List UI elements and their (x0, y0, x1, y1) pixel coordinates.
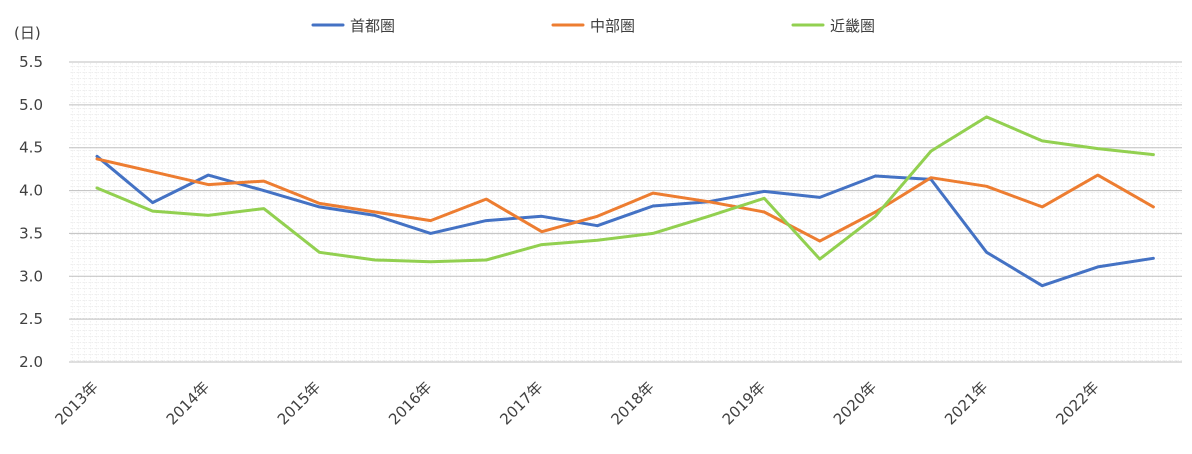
legend: 首都圏 中部圏 近畿圏 (311, 17, 875, 35)
series-line-3 (95, 115, 1155, 264)
legend-label: 首都圏 (350, 17, 395, 35)
y-tick-label: 3.5 (19, 224, 43, 242)
y-tick-label: 2.5 (19, 310, 43, 328)
y-axis-label: (日) (14, 24, 41, 42)
y-tick-label: 4.0 (19, 182, 43, 200)
legend-label: 近畿圏 (830, 17, 875, 35)
x-tick-label: 2021年 (941, 378, 991, 428)
x-tick-label: 2015年 (274, 378, 324, 428)
x-tick-label: 2018年 (607, 378, 657, 428)
x-tick-label: 2022年 (1052, 378, 1102, 428)
y-tick-label: 5.0 (19, 96, 43, 114)
x-tick-label: 2013年 (51, 378, 101, 428)
minor-grid (69, 62, 1182, 362)
x-tick-label: 2017年 (496, 378, 546, 428)
y-tick-label: 5.5 (19, 53, 43, 71)
x-tick-label: 2014年 (163, 378, 213, 428)
y-tick-label: 2.0 (19, 353, 43, 371)
legend-label: 中部圏 (590, 17, 635, 35)
series-line-1 (95, 154, 1155, 288)
series-lines (95, 115, 1155, 288)
y-tick-label: 3.0 (19, 267, 43, 285)
x-tick-label: 2016年 (385, 378, 435, 428)
series-line-2 (95, 157, 1155, 243)
x-tick-label: 2020年 (830, 378, 880, 428)
x-tick-label: 2019年 (719, 378, 769, 428)
y-tick-label: 4.5 (19, 139, 43, 157)
plot-grid (69, 61, 1182, 363)
